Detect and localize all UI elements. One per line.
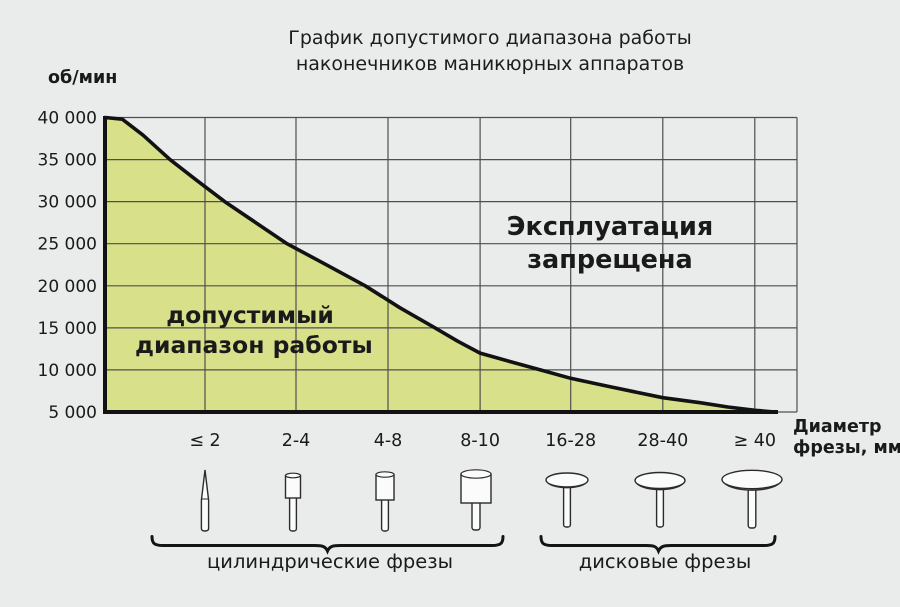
cylindrical-group-brace	[150, 535, 505, 555]
allowed-range-line-1: допустимый	[166, 301, 334, 329]
forbidden-zone-line-1: Эксплуатация	[506, 212, 714, 242]
y-tick-label: 20 000	[38, 277, 97, 297]
allowed-range-annotation: допустимый диапазон работы	[135, 300, 373, 360]
forbidden-zone-line-2: запрещена	[527, 245, 693, 275]
page-title: График допустимого диапазона работы нако…	[240, 25, 740, 77]
title-line-1: График допустимого диапазона работы	[288, 27, 692, 49]
y-tick-label: 10 000	[38, 361, 97, 381]
x-category-label: 4-8	[374, 431, 403, 451]
medium-disc-bur-icon	[634, 471, 686, 528]
y-tick-label: 35 000	[38, 151, 97, 171]
y-tick-label: 25 000	[38, 235, 97, 255]
large-cylinder-bur-icon	[460, 469, 492, 531]
forbidden-zone-annotation: Эксплуатация запрещена	[468, 211, 752, 277]
x-category-label: 28-40	[637, 431, 688, 451]
allowed-area	[105, 117, 775, 412]
y-tick-label: 5 000	[48, 403, 97, 423]
limit-curve	[103, 115, 777, 414]
y-tick-label: 40 000	[38, 109, 97, 129]
large-disc-bur-icon	[721, 469, 783, 529]
y-tick-label: 30 000	[38, 193, 97, 213]
disc-group-brace	[539, 535, 777, 555]
x-axis-title: Диаметр фрезы, мм	[793, 417, 900, 459]
x-axis-title-line-1: Диаметр	[793, 417, 882, 437]
x-category-label: 2-4	[282, 431, 311, 451]
x-axis-title-line-2: фрезы, мм	[793, 438, 900, 458]
y-tick-label: 15 000	[38, 319, 97, 339]
x-category-label: 16-28	[545, 431, 596, 451]
x-category-label: ≥ 40	[734, 431, 777, 451]
allowed-range-line-2: диапазон работы	[135, 331, 373, 359]
plot-area: 40 000 35 000 30 000 25 000 20 000 15 000 10 0…	[38, 109, 798, 451]
needle-bur-icon	[200, 469, 210, 532]
x-category-label: 8-10	[460, 431, 500, 451]
cylindrical-group-label: цилиндрические фрезы	[207, 550, 454, 573]
small-disc-bur-icon	[545, 472, 589, 528]
title-line-2: наконечников маникюрных аппаратов	[295, 53, 685, 75]
x-category-label: ≤ 2	[189, 431, 220, 451]
disc-group-label: дисковые фрезы	[578, 550, 752, 573]
medium-cylinder-bur-icon	[375, 471, 395, 532]
small-cylinder-bur-icon	[284, 472, 302, 532]
y-axis-unit-label: об/мин	[48, 68, 118, 88]
